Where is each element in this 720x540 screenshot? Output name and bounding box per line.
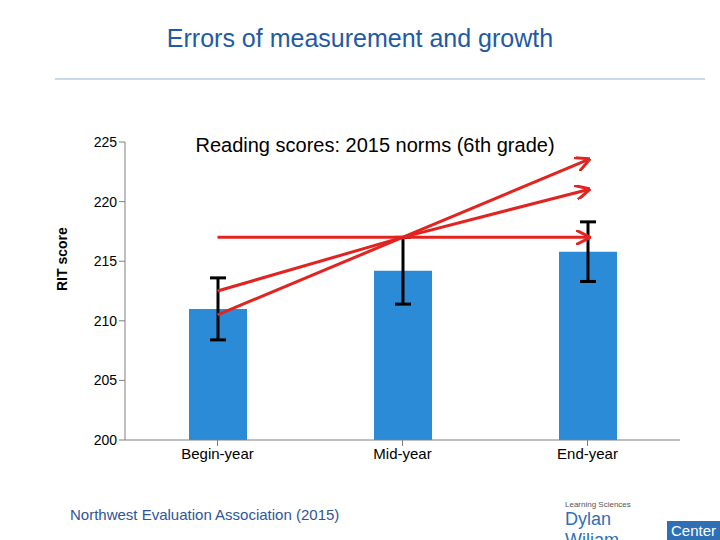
svg-text:Begin-year: Begin-year (181, 445, 254, 462)
svg-text:225: 225 (94, 134, 118, 150)
svg-text:205: 205 (94, 372, 118, 388)
svg-text:210: 210 (94, 313, 118, 329)
svg-text:End-year: End-year (557, 445, 618, 462)
svg-text:RIT score: RIT score (54, 227, 70, 291)
html-text:Errors of measurement and grow: Errors of measurement and growth (166, 24, 554, 52)
html-text:Reading scores: 2015 norms (6t: Reading scores: 2015 norms (6th grade) (195, 134, 555, 156)
html-text:Northwest Evaluation Associati: Northwest Evaluation Association (2015) (70, 506, 340, 523)
svg-text:200: 200 (94, 432, 118, 448)
svg-text:220: 220 (94, 194, 118, 210)
svg-text:Mid-year: Mid-year (373, 445, 431, 462)
html-text:Learning Sciences: Learning Sciences (565, 500, 631, 509)
html-text:Center: Center (671, 521, 716, 539)
svg-text:215: 215 (94, 253, 118, 269)
